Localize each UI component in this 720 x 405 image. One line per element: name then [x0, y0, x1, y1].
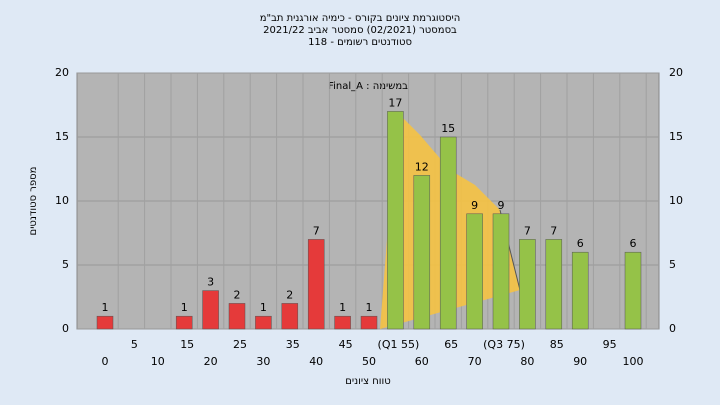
bar	[492, 213, 510, 330]
x-tick-label: 90	[573, 355, 587, 368]
title-line: היסטוגרמת ציונים בקורס - כימיה אורגנית ת…	[260, 13, 461, 24]
value-label: 1	[366, 301, 373, 314]
y2-tick-label: 10	[669, 194, 683, 207]
y-tick-label: 15	[55, 130, 69, 143]
value-label: 1	[181, 301, 188, 314]
x-tick-label: 100	[623, 355, 644, 368]
bar	[202, 290, 219, 330]
x-tick-label: 25	[233, 338, 247, 351]
value-label: 7	[524, 224, 531, 237]
x-tick-label: 30	[256, 355, 270, 368]
bar	[439, 136, 457, 330]
value-label: 7	[313, 224, 320, 237]
bar	[307, 239, 325, 330]
value-label: 15	[441, 122, 455, 135]
x-tick-label: 65	[444, 338, 458, 351]
x-tick-label: 70	[468, 355, 482, 368]
x-tick-label: 45	[339, 338, 353, 351]
bar	[571, 251, 589, 330]
bar	[96, 315, 114, 330]
bar	[624, 251, 642, 330]
value-label: 1	[102, 301, 109, 314]
x-tick-label: 15	[180, 338, 194, 351]
x-tick-label: 20	[204, 355, 218, 368]
x-axis-label: טווח ציונים	[345, 376, 390, 387]
bar	[519, 239, 536, 330]
x-tick-label: 85	[550, 338, 564, 351]
title-line: סטודנטים רשומים - 118	[308, 37, 412, 48]
value-label: 2	[234, 288, 241, 301]
annotation: Final_A : במשימה	[328, 81, 408, 92]
y-axis-label: מספר סטודנטים	[28, 167, 39, 236]
x-tick-label: 35	[286, 338, 300, 351]
bar	[255, 315, 272, 330]
y-tick-label: 5	[62, 258, 69, 271]
x-tick-label: (Q1 55)	[378, 338, 420, 351]
x-tick-label: 60	[415, 355, 429, 368]
x-tick-label: 0	[102, 355, 109, 368]
bar	[228, 303, 246, 330]
y-tick-label: 0	[62, 322, 69, 335]
x-tick-label: 80	[520, 355, 534, 368]
value-label: 6	[577, 237, 584, 250]
value-label: 9	[498, 199, 505, 212]
bar	[545, 239, 563, 330]
x-tick-label: 40	[309, 355, 323, 368]
x-tick-label: (Q3 75)	[483, 338, 525, 351]
value-label: 7	[550, 224, 557, 237]
x-tick-label: 95	[603, 338, 617, 351]
value-label: 17	[388, 96, 402, 109]
title-line: בסמסטר (02/2021) סמסטר אביב 2021/22	[263, 25, 457, 36]
value-label: 9	[471, 199, 478, 212]
value-label: 1	[260, 301, 267, 314]
x-tick-label: 5	[131, 338, 138, 351]
y2-tick-label: 5	[669, 258, 676, 271]
y2-tick-label: 20	[669, 66, 683, 79]
y-tick-label: 20	[55, 66, 69, 79]
y2-tick-label: 0	[669, 322, 676, 335]
x-tick-label: 50	[362, 355, 376, 368]
x-tick-label: 10	[151, 355, 165, 368]
value-label: 1	[339, 301, 346, 314]
value-label: 3	[207, 276, 214, 289]
value-label: 2	[286, 288, 293, 301]
bar	[466, 213, 483, 330]
bar	[175, 315, 193, 330]
bar	[360, 315, 378, 330]
bar	[334, 315, 351, 330]
bar	[413, 175, 431, 330]
y-tick-label: 10	[55, 194, 69, 207]
value-label: 6	[630, 237, 637, 250]
bar	[281, 303, 299, 330]
value-label: 12	[415, 160, 429, 173]
bar	[387, 111, 404, 330]
y2-tick-label: 15	[669, 130, 683, 143]
